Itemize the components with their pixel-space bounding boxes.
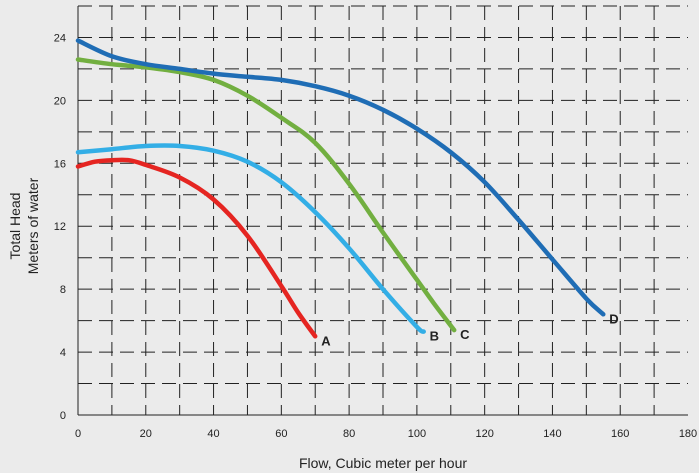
y-tick-label: 4 xyxy=(60,347,66,359)
series-labels: A B C D xyxy=(321,311,618,348)
series-label-d: D xyxy=(609,311,618,326)
y-tick-label: 8 xyxy=(60,284,66,296)
y-axis-title-line1: Total Head xyxy=(7,193,23,260)
series-line-b xyxy=(75,143,426,334)
series-label-c: C xyxy=(460,327,470,342)
axes xyxy=(77,6,688,416)
y-tick-label: 12 xyxy=(54,221,66,233)
x-tick-label: 120 xyxy=(475,428,493,440)
x-tick-label: 100 xyxy=(408,428,426,440)
x-tick-label: 160 xyxy=(611,428,629,440)
y-tick-label: 0 xyxy=(60,410,66,422)
series-label-b: B xyxy=(430,329,439,344)
x-tick-label: 60 xyxy=(275,428,287,440)
y-tick-label: 16 xyxy=(54,158,66,170)
series-line-a xyxy=(75,157,318,339)
x-axis-title: Flow, Cubic meter per hour xyxy=(299,455,467,471)
x-tick-label: 180 xyxy=(679,428,697,440)
x-tick-label: 40 xyxy=(207,428,219,440)
series-line-c xyxy=(75,57,457,333)
y-tick-label: 20 xyxy=(54,95,66,107)
y-tick-label: 24 xyxy=(54,32,66,44)
y-tick-labels: 0 4 8 12 16 20 24 xyxy=(54,32,66,422)
x-tick-label: 80 xyxy=(343,428,355,440)
series-label-a: A xyxy=(321,333,331,348)
x-tick-label: 0 xyxy=(75,428,81,440)
x-tick-label: 20 xyxy=(140,428,152,440)
x-tick-labels: 0 20 40 60 80 100 120 140 160 180 xyxy=(75,428,697,440)
x-tick-label: 140 xyxy=(543,428,561,440)
series-lines xyxy=(75,38,606,339)
y-axis-title-line2: Meters of water xyxy=(25,177,41,274)
series-line-d xyxy=(75,38,606,317)
